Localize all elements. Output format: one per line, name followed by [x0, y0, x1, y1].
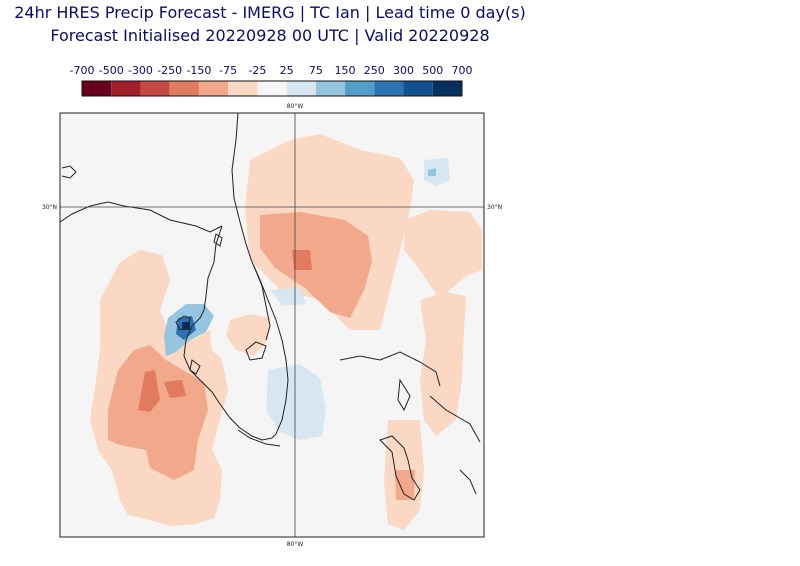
colorbar-tick-label: 700 — [452, 64, 473, 77]
colorbar-swatch — [403, 81, 433, 96]
coastline-great-lakes — [61, 165, 77, 179]
precip-region-gulf-peak — [138, 370, 186, 412]
colorbar-labels: -700 -500 -300 -250 -150 -75 -25 25 75 150 250 300 5… — [70, 64, 473, 77]
colorbar-swatch — [432, 81, 462, 96]
coastline-tampa-bay — [175, 315, 191, 331]
precip-region-florida-mid — [226, 314, 270, 356]
colorbar-swatch — [315, 81, 346, 96]
colorbar: -700 -500 -300 -250 -150 -75 -25 25 75 150 250 300 5… — [70, 64, 473, 97]
precip-region-east-coast-dry — [270, 288, 306, 306]
coastline-bahamas-andros — [397, 378, 411, 412]
colorbar-swatch — [286, 81, 316, 96]
colorbar-swatch — [198, 81, 229, 96]
colorbar-tick-label: 300 — [393, 64, 414, 77]
colorbar-tick-label: 250 — [364, 64, 385, 77]
lat-label-right: 30°N — [487, 204, 502, 211]
coastline-cuba — [379, 435, 421, 501]
colorbar-tick-label: -75 — [219, 64, 237, 77]
coastline-bahamas-east — [429, 395, 481, 443]
coastline-cuba-east — [459, 469, 477, 495]
colorbar-swatch — [374, 81, 404, 96]
colorbar-tick-label: 75 — [309, 64, 323, 77]
precip-region-gulf-core — [108, 345, 208, 480]
precip-region-northeast-dry-core — [428, 168, 436, 176]
precip-region-cuba-peak — [395, 470, 415, 500]
colorbar-swatch — [111, 81, 141, 96]
coastline-atlantic-inner — [253, 265, 271, 341]
precip-region-keys-dry — [266, 364, 326, 440]
colorbar-tick-label: 25 — [280, 64, 294, 77]
precip-region-atlantic-peak — [292, 250, 312, 270]
colorbar-tick-label: -250 — [157, 64, 182, 77]
graticule — [60, 113, 484, 537]
coastline-lake-okeechobee — [245, 341, 267, 361]
colorbar-tick-label: -25 — [248, 64, 266, 77]
coastlines — [59, 112, 481, 501]
colorbar-tick-label: 500 — [422, 64, 443, 77]
chart-title-line-2: Forecast Initialised 20220928 00 UTC | V… — [50, 26, 490, 45]
coastline-keys — [237, 429, 281, 447]
coastline-bahamas-north — [339, 351, 441, 387]
map-frame — [59, 112, 485, 538]
coastline-florida-east — [231, 112, 289, 439]
colorbar-tick-label: -300 — [128, 64, 153, 77]
precip-region-atlantic-core — [260, 212, 372, 318]
colorbar-swatch — [82, 81, 112, 96]
colorbar-swatch — [140, 81, 170, 96]
coastline-gulf-islands — [213, 233, 223, 247]
colorbar-tick-label: -150 — [186, 64, 211, 77]
colorbar-swatch — [228, 81, 258, 96]
colorbar-swatches — [81, 80, 463, 97]
coastline-charlotte — [189, 359, 201, 375]
precip-region-northeast-dry — [424, 158, 450, 186]
lat-label-left: 30°N — [42, 204, 57, 211]
coastline-florida-west — [183, 225, 273, 441]
precip-negative-regions — [164, 158, 450, 440]
precip-region-southeast — [420, 292, 466, 436]
colorbar-tick-label: -500 — [99, 64, 124, 77]
colorbar-swatch — [257, 81, 287, 96]
colorbar-tick-label: 150 — [335, 64, 356, 77]
colorbar-swatch — [169, 81, 199, 96]
colorbar-swatch — [345, 81, 375, 96]
colorbar-frame — [81, 80, 463, 97]
precip-region-east-inland — [404, 210, 482, 300]
lon-label-bottom: 80°W — [287, 541, 304, 548]
chart-title-line-1: 24hr HRES Precip Forecast - IMERG | TC I… — [14, 3, 526, 22]
precip-difference-map: 80°W 80°W 30°N 30°N — [42, 103, 502, 548]
precip-positive-regions — [90, 134, 482, 530]
coastline-gulf-north — [59, 201, 223, 233]
lon-label-top: 80°W — [287, 103, 304, 110]
colorbar-tick-label: -700 — [70, 64, 95, 77]
